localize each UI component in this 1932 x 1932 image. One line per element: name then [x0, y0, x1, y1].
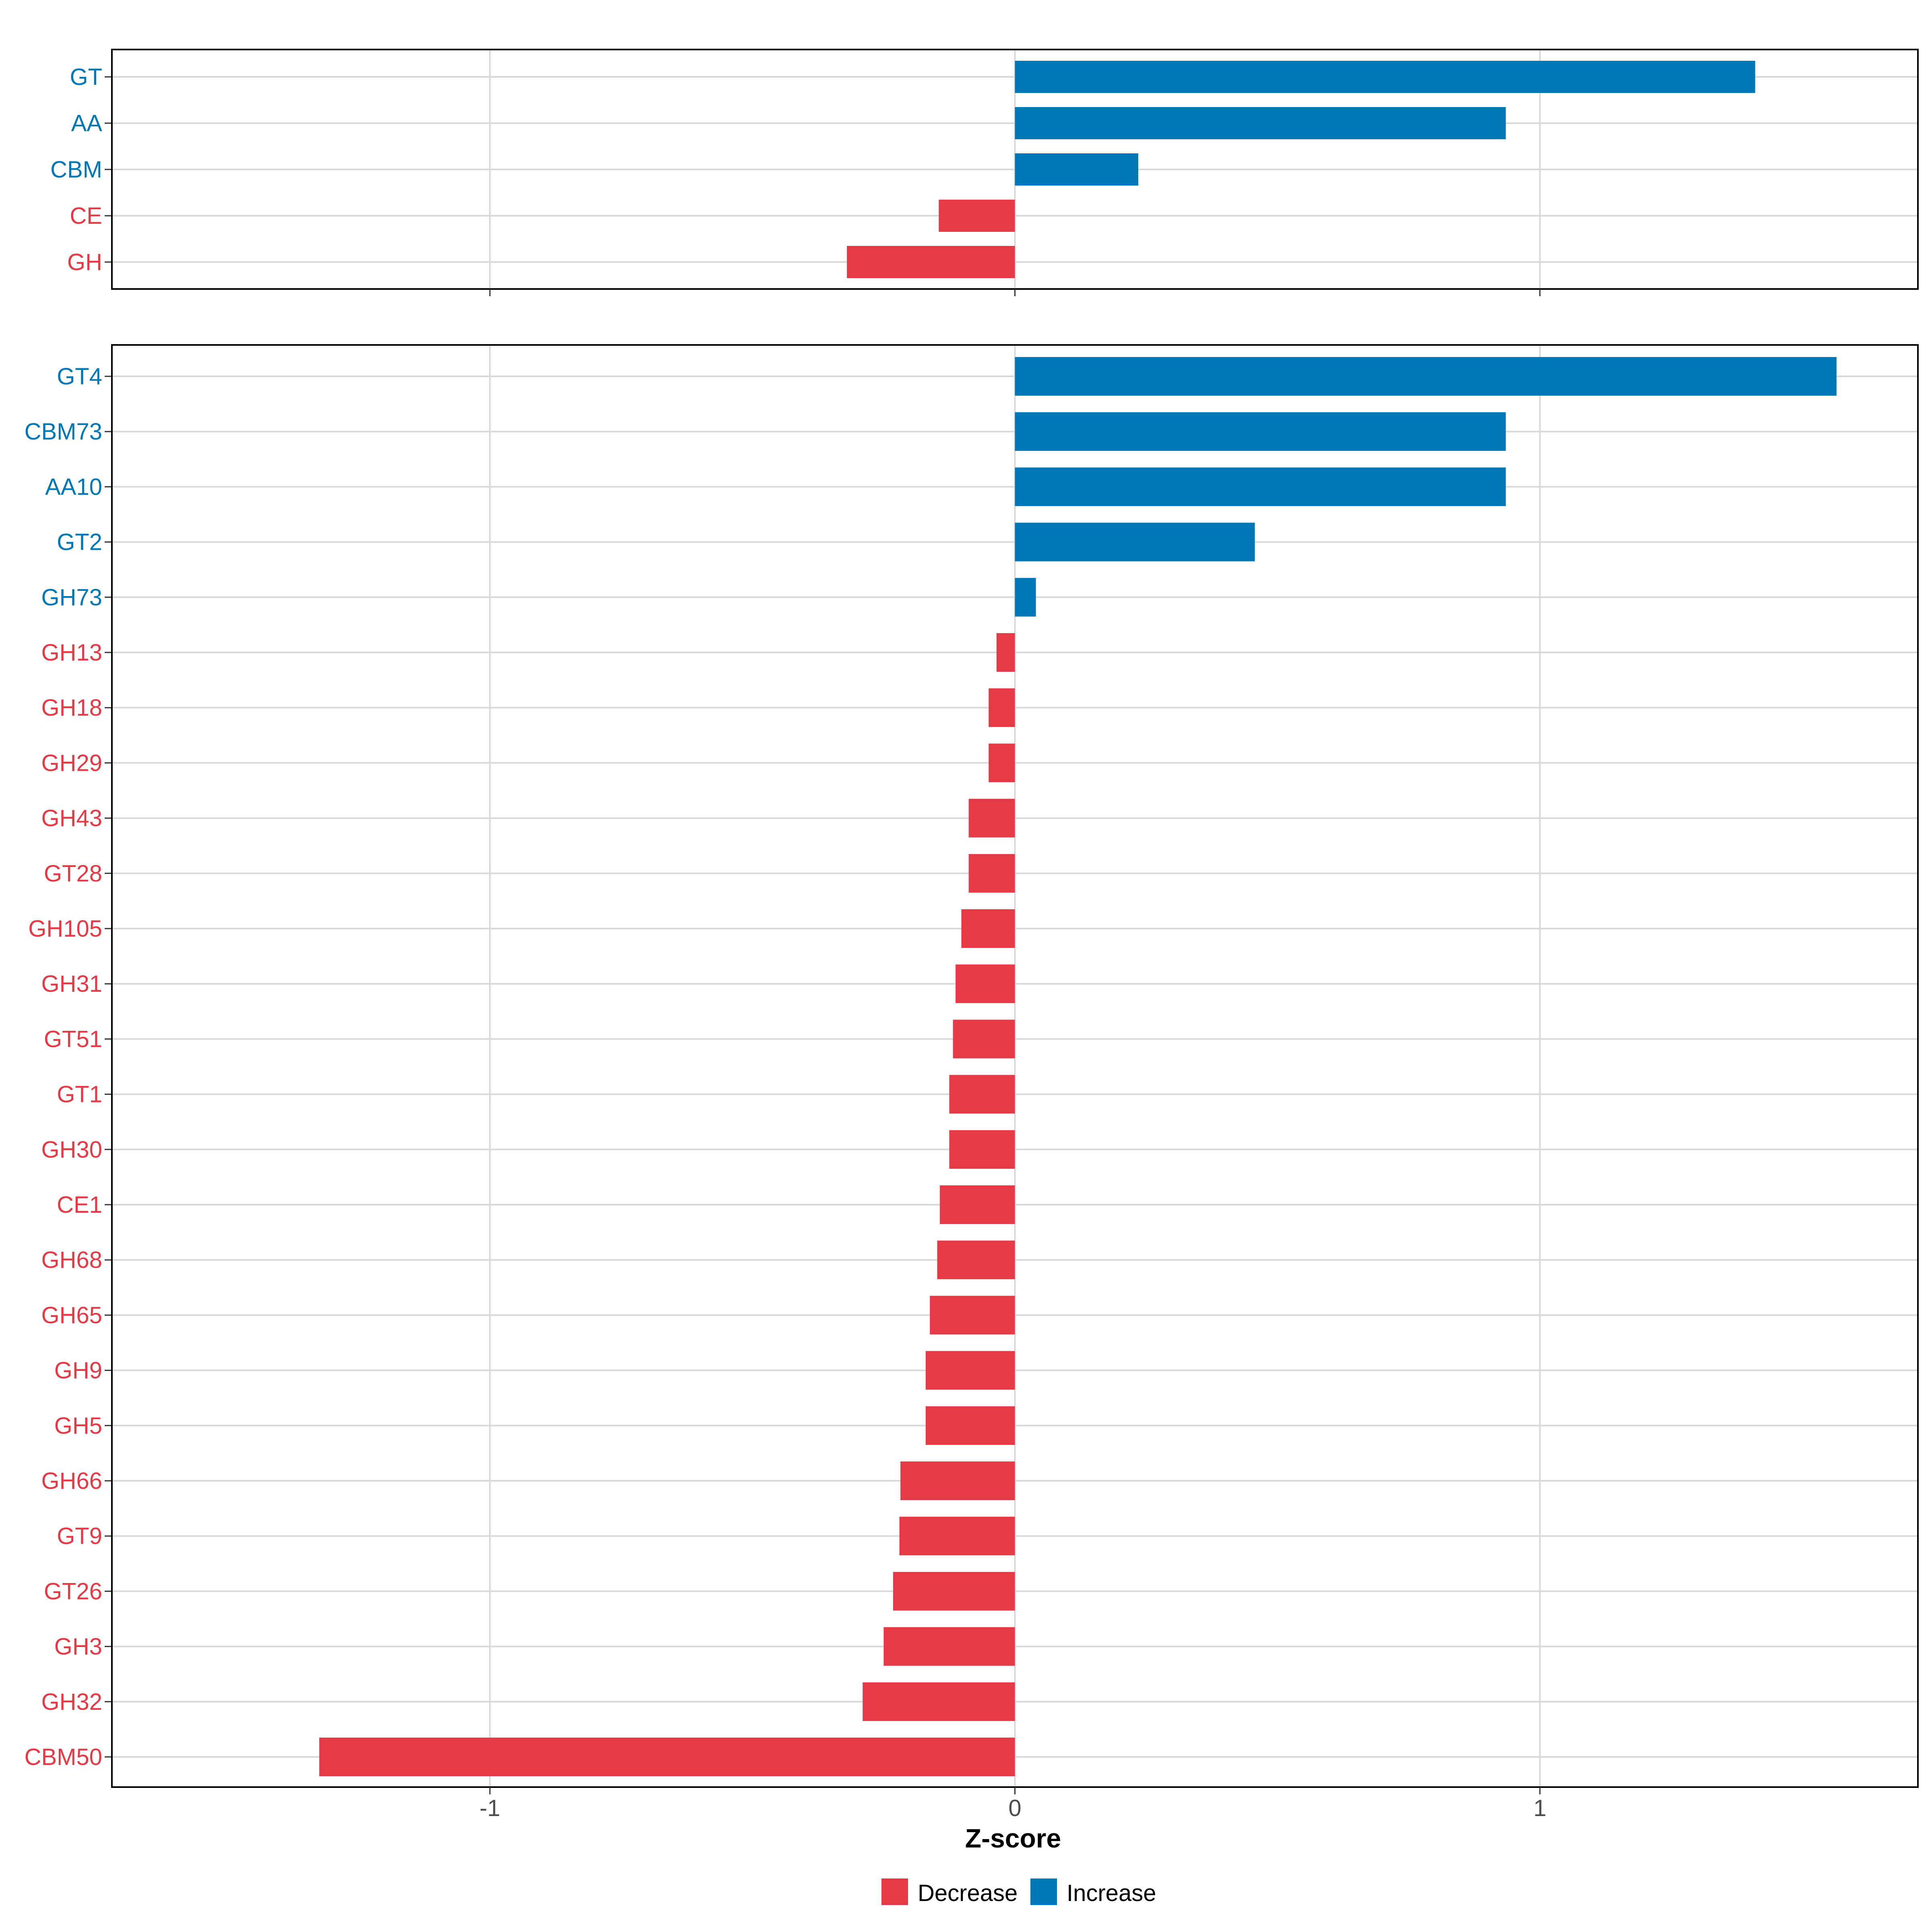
xtick-label-1: 0 [1008, 1795, 1021, 1821]
legend-label-increase: Increase [1067, 1880, 1156, 1906]
x-axis-title: Z-score [965, 1823, 1061, 1853]
ytick-label-gh3: GH3 [54, 1634, 102, 1660]
ytick-label-gh32: GH32 [41, 1689, 102, 1715]
bar-cbm50 [319, 1738, 1015, 1776]
xtick-label-2: 1 [1534, 1795, 1546, 1821]
xtick-label-0: -1 [479, 1795, 500, 1821]
bar-gh29 [989, 743, 1015, 782]
ytick-label-aa: AA [71, 110, 103, 136]
ytick-label-ce1: CE1 [57, 1192, 102, 1218]
ytick-label-gh73: GH73 [41, 584, 102, 611]
bar-gh65 [930, 1296, 1015, 1335]
bar-gh5 [925, 1406, 1015, 1445]
ytick-label-gh30: GH30 [41, 1137, 102, 1163]
ytick-label-gt: GT [70, 64, 102, 90]
bar-gh105 [961, 909, 1015, 948]
bottom-panel: GT4 CBM73 AA10 GT2 GH73 GH13 GH18 GH29 GH43 GT28 G… [25, 344, 1919, 1794]
bar-gt2 [1015, 522, 1255, 561]
legend-label-decrease: Decrease [918, 1880, 1018, 1906]
ytick-label-gh5: GH5 [54, 1413, 102, 1439]
ytick-label-gh29: GH29 [41, 750, 102, 776]
ytick-label-gh65: GH65 [41, 1302, 102, 1328]
bar-gh43 [968, 799, 1015, 838]
bar-gt26 [893, 1572, 1015, 1611]
ytick-label-gh13: GH13 [41, 640, 102, 666]
bar-gt4 [1015, 357, 1837, 396]
bar-gt9 [899, 1517, 1015, 1556]
bar-aa [1015, 107, 1506, 139]
ytick-label-gh105: GH105 [28, 916, 102, 942]
ytick-label-cbm50: CBM50 [25, 1744, 102, 1770]
bar-gh68 [937, 1241, 1015, 1280]
bar-gh9 [925, 1351, 1015, 1390]
ytick-label-cbm73: CBM73 [25, 419, 102, 445]
ytick-label-gh9: GH9 [54, 1358, 102, 1384]
bar-gt51 [953, 1020, 1015, 1059]
legend-swatch-decrease [881, 1878, 908, 1905]
bar-gt1 [949, 1075, 1015, 1114]
top-panel: GT AA CBM CE GH [50, 49, 1919, 296]
ytick-label-gt9: GT9 [57, 1523, 102, 1549]
ytick-label-gh66: GH66 [41, 1468, 102, 1494]
bar-gh66 [900, 1461, 1015, 1500]
ytick-label-gt1: GT1 [57, 1082, 102, 1108]
ytick-label-aa10: AA10 [45, 474, 102, 500]
ytick-label-gt51: GT51 [44, 1026, 102, 1052]
bar-aa10 [1015, 467, 1506, 506]
bar-ce [939, 200, 1015, 232]
legend-swatch-increase [1030, 1878, 1057, 1905]
bar-gh31 [956, 964, 1015, 1003]
ytick-label-gh43: GH43 [41, 805, 102, 832]
bar-gh18 [989, 688, 1015, 727]
ytick-label-gh68: GH68 [41, 1247, 102, 1273]
bar-gh73 [1015, 578, 1036, 617]
bar-gh13 [996, 633, 1015, 672]
bar-gh3 [883, 1627, 1015, 1666]
ytick-label-gt28: GT28 [44, 861, 102, 887]
bar-gh32 [863, 1682, 1015, 1721]
bar-gt [1015, 61, 1755, 93]
ytick-label-ce: CE [70, 203, 102, 229]
ytick-label-gt4: GT4 [57, 363, 102, 390]
ytick-label-gh: GH [67, 249, 102, 275]
bar-gt28 [968, 854, 1015, 893]
bar-gh30 [949, 1130, 1015, 1169]
bar-cbm73 [1015, 412, 1506, 451]
ytick-label-gh31: GH31 [41, 971, 102, 997]
bar-gh [847, 246, 1015, 278]
ytick-label-gh18: GH18 [41, 695, 102, 721]
x-axis: -1 0 1 [479, 1795, 1546, 1821]
bar-cbm [1015, 153, 1139, 186]
ytick-label-gt26: GT26 [44, 1578, 102, 1604]
bar-ce1 [939, 1185, 1015, 1224]
ytick-label-cbm: CBM [50, 157, 102, 183]
legend: Decrease Increase [881, 1878, 1156, 1906]
ytick-label-gt2: GT2 [57, 529, 102, 555]
